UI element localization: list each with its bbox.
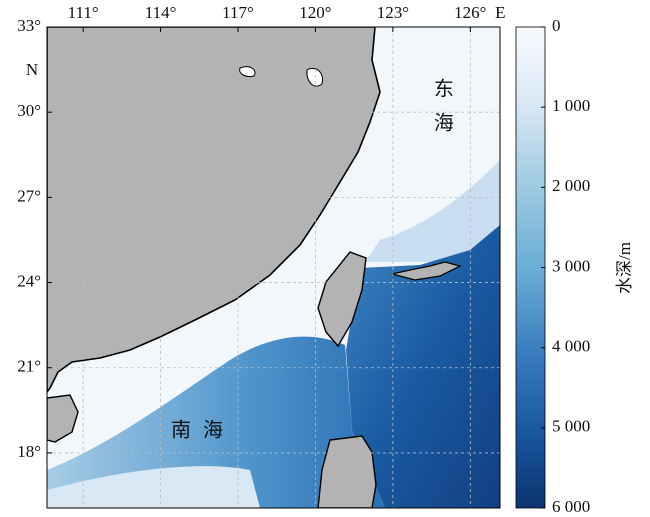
colorbar-tick-label: 3 000 xyxy=(552,256,590,275)
shallow-bank xyxy=(47,466,260,508)
colorbar-tick-label: 2 000 xyxy=(552,176,590,195)
south-sea-basin xyxy=(47,336,385,508)
lat-tick-label: 33° xyxy=(17,16,41,35)
lat-tick-label: 24° xyxy=(17,271,41,290)
sea-label: 南海 xyxy=(171,419,235,442)
lon-tick-label: 114° xyxy=(145,3,177,22)
graticule xyxy=(47,26,500,508)
lat-tick-label: 21° xyxy=(17,357,41,376)
colorbar-tick-label: 1 000 xyxy=(552,96,590,115)
hainan xyxy=(47,394,79,443)
lat-tick-label: 27° xyxy=(17,186,41,205)
lon-tick-label: 120° xyxy=(299,3,331,22)
colorbar-tick-label: 4 000 xyxy=(552,337,590,356)
sea-label: 东海 xyxy=(430,78,453,146)
lon-tick-label: 123° xyxy=(377,3,409,22)
lat-tick-label: 30° xyxy=(17,101,41,120)
lake xyxy=(306,67,324,87)
shelf-slope xyxy=(365,160,500,262)
luzon xyxy=(317,435,377,508)
mainland xyxy=(47,27,381,394)
lon-direction: E xyxy=(495,3,505,22)
colorbar xyxy=(515,26,546,509)
colorbar-tick-label: 6 000 xyxy=(552,497,590,516)
colorbar-label: 水深/m xyxy=(615,242,634,294)
map-frame xyxy=(46,26,501,509)
taiwan xyxy=(317,251,367,348)
ryukyu-islands xyxy=(391,261,462,281)
deep-basin xyxy=(346,225,500,508)
lon-tick-label: 117° xyxy=(222,3,254,22)
lake xyxy=(239,66,256,77)
lat-tick-label: 18° xyxy=(17,442,41,461)
lon-tick-label: 111° xyxy=(68,3,99,22)
map-area xyxy=(47,27,500,508)
colorbar-tick-label: 5 000 xyxy=(552,417,590,436)
lon-tick-label: 126° xyxy=(454,3,486,22)
colorbar-tick-label: 0 xyxy=(552,16,561,35)
lat-direction: N xyxy=(26,60,38,79)
